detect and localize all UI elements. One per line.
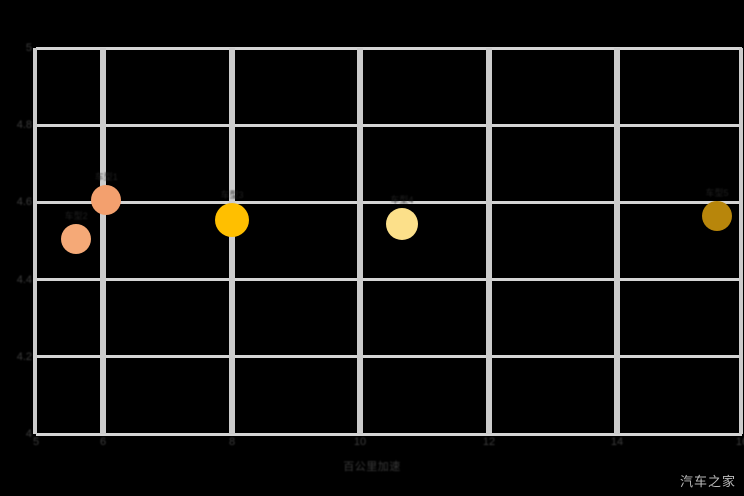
data-point-bubble[interactable]: [91, 185, 122, 216]
y-axis-tick-label: 4.4: [16, 273, 32, 286]
x-axis-tick-label: 12: [482, 436, 496, 448]
data-point-label: 车型4: [390, 194, 414, 205]
gridline-vertical: [100, 48, 106, 434]
gridline-horizontal: [36, 432, 742, 436]
gridline-horizontal: [36, 46, 742, 50]
data-point-label: 车型3: [220, 189, 244, 200]
gridline-horizontal: [36, 355, 742, 359]
x-axis-tick-label: 6: [99, 436, 107, 448]
data-point-bubble[interactable]: [61, 224, 92, 255]
y-axis-tick-label: 4.2: [16, 350, 32, 363]
data-point-label: 车型2: [64, 211, 88, 222]
gridline-vertical: [739, 48, 743, 434]
x-axis-tick-label: 5: [32, 436, 40, 448]
x-axis-tick-labels: 5 6 8 10 12 14 16: [0, 436, 744, 458]
data-point-bubble[interactable]: [215, 202, 249, 237]
plot-area: 车型1 车型2 车型3 车型4 车型5: [33, 46, 743, 436]
x-axis-tick-label: 14: [610, 436, 624, 448]
data-point-bubble[interactable]: [385, 207, 418, 240]
y-axis-tick-label: 5: [25, 42, 32, 54]
gridline-horizontal: [36, 278, 742, 282]
watermark: 汽车之家: [679, 474, 736, 489]
x-axis-tick-label: 8: [228, 436, 236, 448]
x-axis-tick-label: 16: [735, 436, 744, 448]
gridline-vertical: [33, 48, 37, 434]
x-axis-tick-label: 10: [353, 436, 367, 448]
gridline-horizontal: [36, 200, 742, 204]
y-axis-tick-label: 4.8: [16, 119, 32, 132]
y-axis-tick-label: 4: [25, 428, 32, 440]
gridline-vertical: [486, 48, 492, 434]
gridline-vertical: [357, 48, 363, 434]
y-axis-tick-labels: 5 4.8 4.6 4.4 4.2 4: [0, 42, 36, 440]
data-point-label: 车型1: [94, 172, 118, 183]
data-point-label: 车型5: [705, 187, 729, 198]
gridline-vertical: [229, 48, 235, 434]
data-point-bubble[interactable]: [702, 200, 732, 231]
gridline-horizontal: [36, 123, 742, 127]
y-axis-tick-label: 4.6: [16, 196, 32, 209]
x-axis-title: 百公里加速: [343, 461, 401, 473]
gridline-vertical: [614, 48, 620, 434]
